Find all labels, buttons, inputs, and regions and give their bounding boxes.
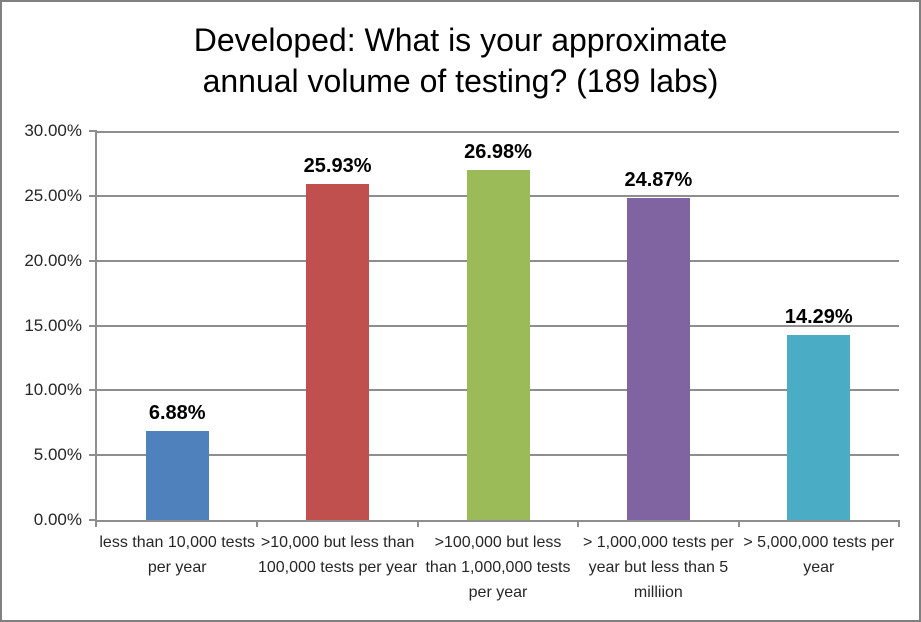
y-tick-mark (89, 194, 97, 197)
y-tick-label: 0.00% (33, 510, 82, 529)
y-tick-mark (89, 259, 97, 262)
y-tick-label: 25.00% (24, 185, 82, 205)
bar-value-label: 24.87% (624, 168, 693, 191)
x-category-label: >100,000 but less than 1,000,000 tests p… (425, 534, 571, 601)
y-tick-label: 10.00% (24, 380, 82, 400)
x-tick-mark (577, 520, 580, 527)
y-tick-mark (89, 454, 97, 457)
bar (787, 334, 851, 520)
bar-value-label: 14.29% (784, 305, 853, 328)
gridline (97, 131, 899, 133)
x-category-label: less than 10,000 tests per year (99, 534, 256, 576)
y-tick-mark (89, 519, 97, 521)
y-tick-label: 30.00% (24, 121, 82, 140)
x-category-label: >10,000 but less than 100,000 tests per … (257, 534, 418, 576)
x-tick-mark (95, 520, 97, 527)
plot-area: 6.88% 25.93% 26.98% 24.87% 14.29% (95, 131, 899, 522)
x-tick-mark (256, 520, 259, 527)
x-category-label: > 5,000,000 tests per year (743, 534, 895, 576)
bar-value-label: 25.93% (303, 154, 372, 177)
bar (466, 170, 530, 520)
y-tick-label: 20.00% (24, 250, 82, 270)
x-tick-mark (416, 520, 419, 527)
chart-title-line-2: annual volume of testing? (189 labs) (202, 63, 719, 99)
y-tick-mark (89, 324, 97, 327)
bar (626, 197, 690, 520)
chart-title-line-1: Developed: What is your approximate (193, 22, 728, 58)
bar (145, 430, 209, 520)
y-tick-label: 5.00% (33, 445, 82, 465)
y-tick-mark (89, 389, 97, 392)
bar-value-label: 6.88% (148, 401, 206, 424)
bar (306, 183, 370, 520)
chart-title: Developed: What is your approximate annu… (2, 20, 919, 102)
y-tick-mark (89, 130, 97, 132)
x-category-label: > 1,000,000 tests per year but less than… (582, 534, 734, 601)
bar-value-label: 26.98% (464, 141, 532, 164)
y-tick-label: 15.00% (24, 315, 82, 335)
x-tick-mark (898, 520, 900, 527)
x-tick-mark (737, 520, 740, 527)
